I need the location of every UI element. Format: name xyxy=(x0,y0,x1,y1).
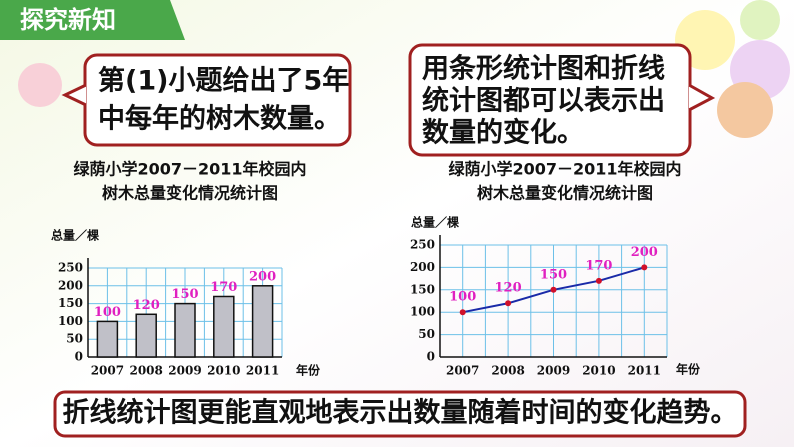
x-tick-label: 2010 xyxy=(582,364,615,378)
marker xyxy=(595,277,602,284)
chart-title: 绿荫小学2007－2011年校园内 xyxy=(448,160,681,179)
bar xyxy=(96,320,119,358)
x-tick-label: 2011 xyxy=(246,364,279,378)
data-label: 120 xyxy=(495,281,522,296)
y-tick-label: 100 xyxy=(58,314,83,328)
y-tick-label: 100 xyxy=(410,305,435,319)
marker xyxy=(641,264,648,271)
x-tick-label: 2010 xyxy=(207,364,240,378)
y-tick-label: 200 xyxy=(58,278,83,292)
header-tab xyxy=(0,0,185,40)
chart-title: 绿荫小学2007－2011年校园内 xyxy=(73,160,306,179)
bar xyxy=(251,285,274,358)
data-label: 120 xyxy=(133,298,160,313)
data-label: 150 xyxy=(171,287,198,302)
bubble-tail xyxy=(688,83,716,112)
bubble-text: 统计图都可以表示出 xyxy=(422,85,665,117)
x-tick-label: 2007 xyxy=(446,364,479,378)
data-label: 170 xyxy=(585,258,612,273)
data-label: 100 xyxy=(94,305,121,320)
data-label: 150 xyxy=(540,267,567,282)
y-tick-label: 250 xyxy=(410,238,435,252)
bubble-tail xyxy=(61,83,87,107)
marker xyxy=(459,309,466,316)
data-label: 170 xyxy=(210,280,237,295)
marker xyxy=(550,286,557,293)
x-axis-label: 年份 xyxy=(296,363,321,378)
bubble-text: 中每年的树木数量。 xyxy=(98,103,341,135)
banner-text: 折线统计图更能直观地表示出数量随着时间的变化趋势。 xyxy=(63,397,738,429)
decor xyxy=(740,0,780,40)
y-tick-label: 50 xyxy=(418,327,435,341)
boy-icon xyxy=(717,82,773,138)
y-axis-label: 总量／棵 xyxy=(51,228,99,243)
x-tick-label: 2009 xyxy=(168,364,201,378)
data-label: 200 xyxy=(249,269,276,284)
bubble-text: 数量的变化。 xyxy=(422,117,584,149)
y-axis-label: 总量／棵 xyxy=(411,215,459,230)
x-tick-label: 2009 xyxy=(537,364,570,378)
x-tick-label: 2008 xyxy=(491,364,524,378)
y-tick-label: 0 xyxy=(75,350,83,364)
bubble-text: 用条形统计图和折线 xyxy=(422,53,665,85)
data-label: 200 xyxy=(631,245,658,260)
marker xyxy=(505,300,512,307)
banner xyxy=(53,390,747,438)
bar xyxy=(213,295,235,358)
bar xyxy=(135,313,157,358)
chart-title: 树木总量变化情况统计图 xyxy=(477,184,653,203)
x-tick-label: 2007 xyxy=(91,364,124,378)
y-tick-label: 150 xyxy=(410,282,435,296)
y-tick-label: 0 xyxy=(427,350,435,364)
data-label: 100 xyxy=(449,290,476,305)
y-tick-label: 200 xyxy=(410,260,435,274)
x-axis-label: 年份 xyxy=(676,362,701,377)
header-title: 探究新知 xyxy=(20,6,116,34)
bubble-text: 第(1)小题给出了5年 xyxy=(98,65,349,97)
y-tick-label: 150 xyxy=(58,296,83,310)
bar xyxy=(174,302,196,358)
y-tick-label: 50 xyxy=(66,332,83,346)
girl-icon xyxy=(18,63,62,107)
chart-title: 树木总量变化情况统计图 xyxy=(102,184,278,203)
y-tick-label: 250 xyxy=(58,261,83,275)
x-tick-label: 2008 xyxy=(129,364,162,378)
x-tick-label: 2011 xyxy=(628,364,661,378)
